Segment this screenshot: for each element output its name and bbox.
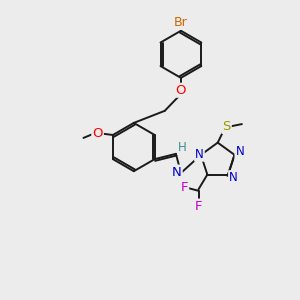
Text: H: H (178, 141, 187, 154)
Text: N: N (172, 166, 182, 178)
Text: N: N (195, 148, 204, 161)
Text: F: F (181, 181, 188, 194)
Text: N: N (236, 146, 244, 158)
Text: S: S (222, 120, 231, 133)
Text: Br: Br (174, 16, 188, 29)
Text: O: O (92, 127, 103, 140)
Text: O: O (176, 84, 186, 97)
Text: N: N (229, 171, 238, 184)
Text: F: F (195, 200, 202, 213)
